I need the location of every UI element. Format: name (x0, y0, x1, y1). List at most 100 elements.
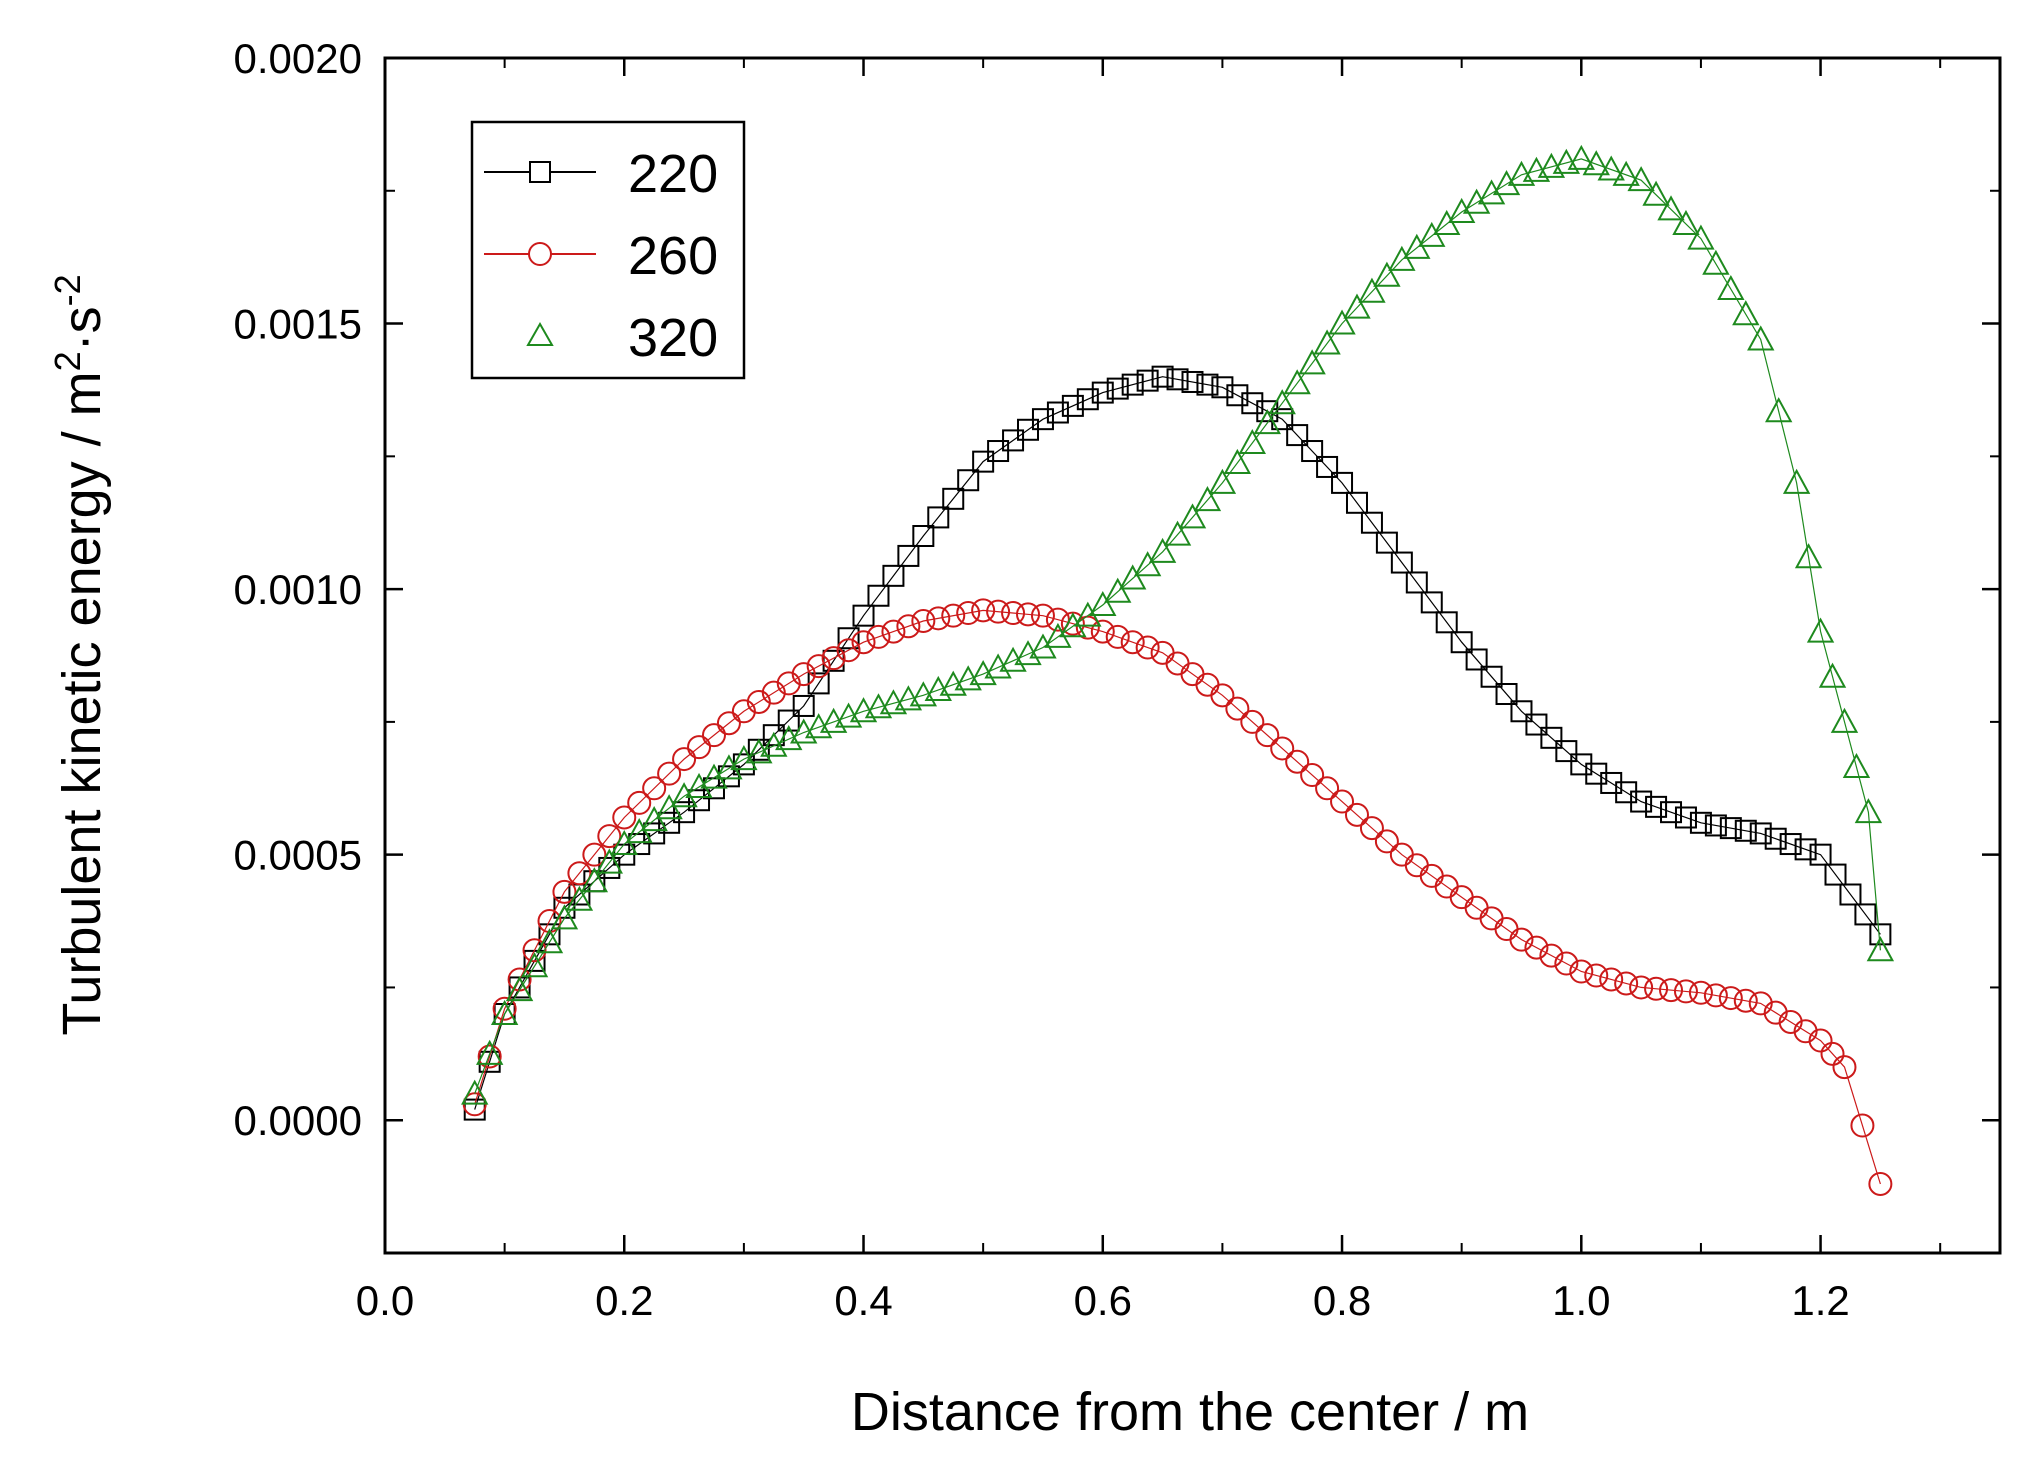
x-axis-title: Distance from the center / m (851, 1382, 1529, 1442)
data-point-260 (627, 790, 652, 815)
data-point-320 (1657, 195, 1685, 221)
data-point-320 (1358, 277, 1386, 303)
data-point-320 (1328, 309, 1356, 335)
data-point-220 (957, 469, 980, 492)
data-point-320 (1253, 409, 1281, 435)
data-point-220 (1465, 648, 1488, 671)
data-point-260 (582, 842, 607, 867)
data-point-260 (1718, 986, 1743, 1011)
legend-label-220: 220 (628, 144, 718, 204)
x-tick-label: 0.4 (834, 1277, 892, 1324)
series-260 (462, 598, 1893, 1196)
data-point-220 (792, 694, 815, 717)
data-point-220 (538, 923, 561, 946)
data-point-260 (701, 723, 726, 748)
data-point-320 (1298, 349, 1326, 375)
data-point-260 (881, 619, 906, 644)
data-point-220 (942, 487, 965, 510)
data-point-260 (1135, 635, 1160, 660)
data-point-220 (1106, 377, 1129, 400)
data-point-320 (1178, 503, 1207, 529)
data-point-320 (1582, 150, 1610, 176)
data-point-260 (821, 646, 846, 671)
data-point-220 (837, 627, 860, 650)
data-point-320 (461, 1079, 489, 1105)
data-point-260 (1832, 1055, 1857, 1080)
data-point-220 (1645, 795, 1668, 818)
data-point-260 (642, 776, 667, 801)
data-point-260 (1090, 619, 1115, 644)
data-point-320 (670, 782, 698, 808)
legend-box (470, 120, 746, 380)
data-point-260 (1820, 1041, 1845, 1066)
data-point-260 (1644, 976, 1669, 1001)
data-point-260 (1120, 630, 1145, 655)
data-point-320 (700, 763, 728, 789)
data-point-320 (1806, 617, 1835, 643)
data-point-260 (1599, 967, 1624, 992)
legend-entry-260: 260 (484, 226, 718, 286)
data-point-320 (1119, 564, 1147, 590)
data-point-220 (1689, 811, 1712, 834)
data-point-220 (1555, 740, 1578, 763)
legend-label-260: 260 (628, 226, 718, 286)
data-point-320 (550, 904, 579, 930)
data-point-220 (1136, 369, 1159, 392)
data-point-260 (1703, 983, 1728, 1008)
data-point-220 (1704, 814, 1727, 837)
data-point-260 (492, 996, 517, 1021)
data-point-320 (595, 848, 623, 874)
data-point-260 (552, 879, 577, 904)
data-point-260 (1344, 802, 1369, 827)
series-line-260 (474, 609, 1881, 1185)
data-point-220 (1151, 365, 1174, 388)
legend-entry-320: 320 (526, 308, 718, 368)
data-point-220 (1764, 827, 1787, 850)
data-point-260 (971, 598, 996, 623)
data-point-320 (1104, 577, 1132, 603)
data-point-320 (1567, 144, 1595, 170)
data-point-220 (1420, 591, 1443, 614)
data-point-220 (1301, 440, 1324, 463)
data-point-320 (1627, 166, 1655, 192)
legend: 220 260 320 (470, 120, 746, 380)
data-point-220 (688, 789, 711, 812)
data-point-320 (1702, 249, 1730, 275)
data-point-260 (1614, 971, 1639, 996)
series-line-220 (474, 376, 1881, 1110)
data-point-260 (1030, 603, 1055, 628)
data-point-260 (1255, 723, 1280, 748)
data-point-220 (1809, 843, 1832, 866)
data-point-260 (1524, 935, 1549, 960)
data-point-260 (1688, 980, 1713, 1005)
data-point-220 (1316, 455, 1339, 478)
data-point-260 (1300, 763, 1325, 787)
data-point-220 (1046, 401, 1069, 424)
data-point-260 (1733, 988, 1758, 1013)
legend-entry-220: 220 (484, 144, 718, 204)
data-point-220 (1495, 683, 1518, 706)
data-point-220 (1360, 511, 1383, 534)
data-point-320 (1492, 170, 1521, 196)
data-point-220 (1405, 571, 1428, 594)
series-line-320 (474, 158, 1881, 1094)
data-point-320 (1642, 180, 1670, 206)
data-point-320 (1612, 160, 1640, 186)
data-point-220 (1674, 806, 1697, 829)
data-point-260 (477, 1044, 502, 1069)
legend-marker-circle (528, 242, 552, 266)
data-point-260 (1539, 943, 1564, 968)
data-point-220 (1076, 388, 1099, 411)
data-point-260 (941, 603, 966, 628)
data-point-220 (1211, 376, 1234, 399)
data-point-220 (777, 709, 800, 732)
data-point-220 (1510, 700, 1533, 723)
data-point-260 (612, 805, 637, 830)
data-point-220 (1525, 713, 1548, 736)
data-point-220 (1166, 368, 1189, 391)
data-point-260 (1554, 951, 1579, 976)
data-point-260 (791, 662, 816, 687)
data-point-220 (1091, 381, 1114, 404)
data-point-320 (580, 867, 609, 893)
